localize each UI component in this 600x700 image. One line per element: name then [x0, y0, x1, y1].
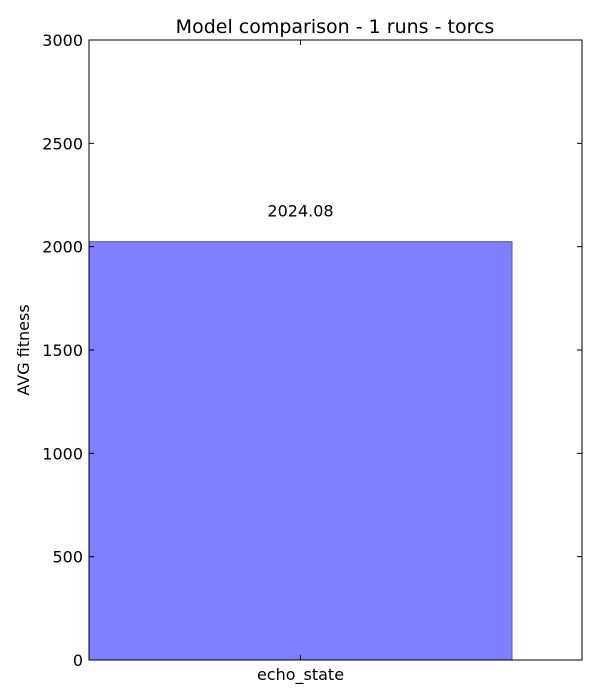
y-tick-label: 0 [73, 651, 83, 670]
plot-area: 2024.08 echo_state 0 500 1000 1500 2000 2500 300… [42, 31, 582, 685]
y-tick-label: 500 [52, 548, 83, 567]
bar-echo_state [88, 241, 513, 661]
plot-frame [88, 39, 583, 661]
y-tick-label: 1500 [42, 341, 83, 360]
y-tick-label: 1000 [42, 444, 83, 463]
y-tick-label: 3000 [42, 31, 83, 50]
y-axis-label: AVG fitness [14, 304, 33, 395]
y-tick-label: 2000 [42, 238, 83, 257]
chart-title: Model comparison - 1 runs - torcs [176, 16, 495, 38]
data-label-echo_state: 2024.08 [267, 202, 333, 221]
y-tick-label: 2500 [42, 134, 83, 153]
x-tick-label: echo_state [257, 665, 344, 685]
